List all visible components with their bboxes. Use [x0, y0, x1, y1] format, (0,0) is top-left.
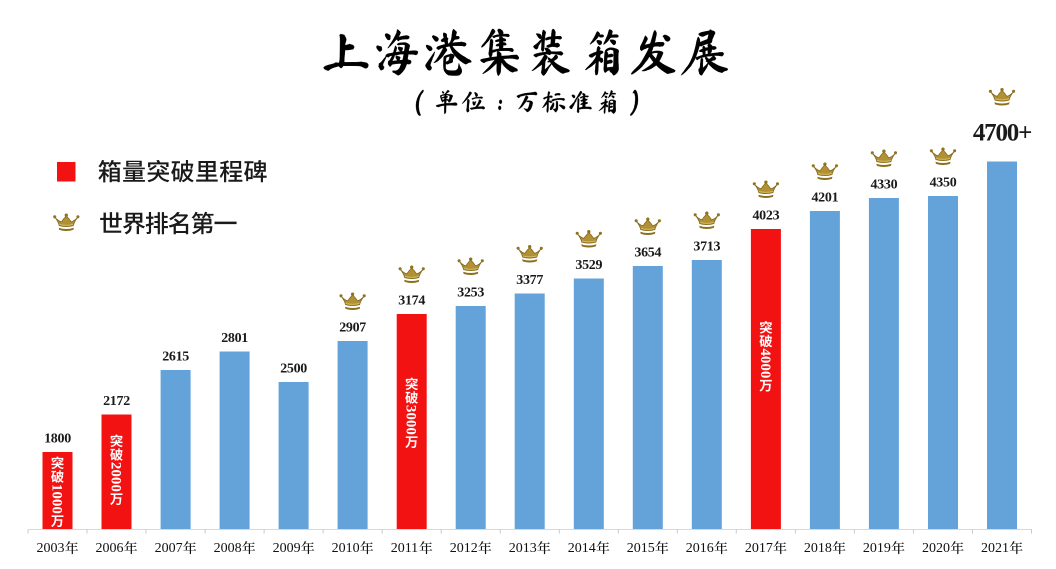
svg-text:2015: 2015 — [627, 541, 655, 556]
svg-text:2801: 2801 — [221, 331, 248, 346]
svg-text:3253: 3253 — [457, 285, 484, 300]
svg-text:3529: 3529 — [575, 258, 602, 273]
svg-text:4000: 4000 — [757, 348, 773, 378]
svg-text:2172: 2172 — [103, 394, 130, 409]
svg-text:2006: 2006 — [96, 541, 124, 556]
svg-text:3377: 3377 — [516, 273, 543, 288]
svg-text:2011: 2011 — [391, 541, 418, 556]
svg-text:2013: 2013 — [509, 541, 537, 556]
svg-text:3174: 3174 — [398, 293, 425, 308]
svg-text:2500: 2500 — [280, 361, 307, 376]
svg-text:3654: 3654 — [634, 245, 661, 260]
svg-text:3713: 3713 — [693, 239, 720, 254]
svg-text:2615: 2615 — [162, 349, 189, 364]
svg-text:2017: 2017 — [745, 541, 773, 556]
svg-text:1000: 1000 — [49, 484, 65, 514]
svg-text:2007: 2007 — [155, 541, 183, 556]
svg-text:2018: 2018 — [804, 541, 832, 556]
svg-text:1800: 1800 — [44, 431, 71, 446]
svg-text:2008: 2008 — [214, 541, 242, 556]
svg-text:2000: 2000 — [108, 462, 124, 492]
svg-text:2021: 2021 — [981, 541, 1009, 556]
svg-text:2010: 2010 — [332, 541, 360, 556]
svg-text:2014: 2014 — [568, 541, 596, 556]
svg-text:4330: 4330 — [870, 177, 897, 192]
svg-text:2019: 2019 — [863, 541, 891, 556]
svg-text:4700+: 4700+ — [973, 120, 1031, 147]
svg-text:2012: 2012 — [450, 541, 478, 556]
svg-text:2016: 2016 — [686, 541, 714, 556]
svg-text:4201: 4201 — [811, 190, 838, 205]
svg-text:3000: 3000 — [403, 405, 419, 435]
svg-text:2003: 2003 — [37, 541, 65, 556]
svg-text:2020: 2020 — [922, 541, 950, 556]
svg-text:2009: 2009 — [273, 541, 301, 556]
svg-text:4350: 4350 — [930, 175, 957, 190]
svg-text:2907: 2907 — [339, 320, 366, 335]
svg-text:4023: 4023 — [752, 208, 779, 223]
